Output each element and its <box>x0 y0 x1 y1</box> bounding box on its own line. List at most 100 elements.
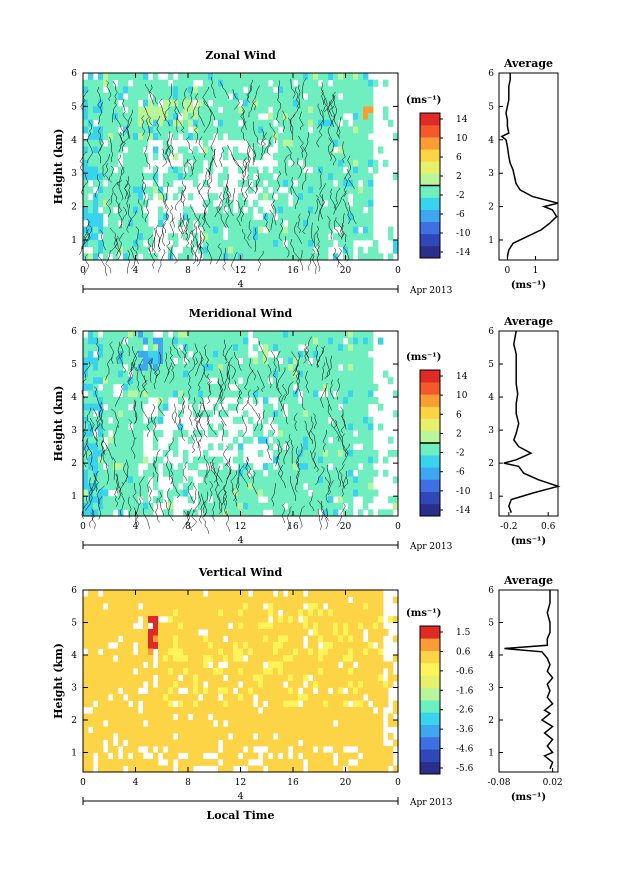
y-tick-label: 6 <box>71 69 77 79</box>
y-tick-label: 1 <box>71 749 77 759</box>
colorbar-swatch <box>420 245 440 259</box>
average-panel: Average 1 2 3 4 5 6 -0.08 0.02 (ms⁻¹) <box>487 574 562 803</box>
y-tick-label: 5 <box>488 619 494 629</box>
x-tick-label: -0.2 <box>500 522 517 532</box>
colorbar-swatch <box>420 724 440 738</box>
colorbar-swatch <box>420 394 440 407</box>
date-label: Apr 2013 <box>409 286 453 296</box>
heatmap <box>83 331 399 517</box>
colorbar-swatch <box>420 491 440 505</box>
colorbar-tick-label: 10 <box>456 134 468 144</box>
x-tick-label: 20 <box>340 266 352 276</box>
average-title: Average <box>503 315 553 328</box>
colorbar-tick-label: 10 <box>456 391 468 401</box>
colorbar-swatch <box>420 149 440 162</box>
x-axis-label: Local Time <box>207 809 275 822</box>
colorbar-tick-label: -6 <box>456 468 465 478</box>
date-label: Apr 2013 <box>409 798 453 808</box>
y-tick-label: 3 <box>71 426 77 436</box>
x-tick-label: 0 <box>505 266 511 276</box>
date-mark: 4 <box>238 280 244 290</box>
heatmap <box>83 590 399 773</box>
y-tick-label: 6 <box>71 586 77 596</box>
y-tick-label: 3 <box>71 169 77 179</box>
colorbar-unit: (ms⁻¹) <box>406 608 441 619</box>
x-tick-label: 0.02 <box>543 778 563 788</box>
colorbar-swatch <box>420 382 440 395</box>
colorbar-swatch <box>420 443 440 456</box>
colorbar-tick-label: -0.6 <box>456 667 474 677</box>
colorbar-swatch <box>420 209 440 223</box>
colorbar-swatch <box>420 221 440 235</box>
x-tick-label: 8 <box>185 778 191 788</box>
average-frame <box>498 72 559 261</box>
colorbar-swatch <box>420 161 440 174</box>
average-unit: (ms⁻¹) <box>511 536 546 547</box>
x-tick-label: 20 <box>340 522 352 532</box>
y-axis-label: Height (km) <box>52 386 65 462</box>
colorbar-tick-label: -4.6 <box>456 745 474 755</box>
colorbar-tick-label: 1.5 <box>456 628 471 638</box>
colorbar-tick-label: 0.6 <box>456 647 471 657</box>
y-tick-label: 4 <box>71 393 77 403</box>
colorbar-swatch <box>420 467 440 480</box>
colorbar-swatch <box>420 185 440 198</box>
y-tick-label: 5 <box>488 360 494 370</box>
date-mark: 4 <box>238 792 244 802</box>
y-axis-label: Height (km) <box>52 643 65 719</box>
y-tick-label: 2 <box>71 459 77 469</box>
y-tick-label: 5 <box>488 102 494 112</box>
colorbar-swatch <box>420 455 440 468</box>
x-tick-label: 1 <box>533 266 539 276</box>
y-tick-label: 6 <box>488 327 494 337</box>
colorbar-swatch <box>420 650 440 664</box>
colorbar-tick-label: 6 <box>456 153 462 163</box>
average-unit: (ms⁻¹) <box>511 280 546 291</box>
x-tick-label: 8 <box>185 522 191 532</box>
x-tick-label: -0.08 <box>487 778 510 788</box>
y-tick-label: 2 <box>488 716 494 726</box>
x-tick-label: 16 <box>287 266 299 276</box>
x-tick-label: 0 <box>80 266 86 276</box>
colorbar-swatch <box>420 113 440 126</box>
colorbar-tick-label: -5.6 <box>456 764 474 774</box>
colorbar-swatch <box>420 233 440 247</box>
colorbar-tick-label: -2.6 <box>456 706 474 716</box>
y-tick-label: 4 <box>71 651 77 661</box>
y-axis-label: Height (km) <box>52 129 65 205</box>
average-panel: Average 1 2 3 4 5 6 -0.2 0.6 (ms⁻¹) <box>488 315 561 547</box>
colorbar-swatch <box>420 638 440 651</box>
colorbar-unit: (ms⁻¹) <box>406 352 441 363</box>
y-tick-label: 2 <box>488 203 494 213</box>
y-tick-label: 4 <box>488 393 494 403</box>
average-title: Average <box>503 574 553 587</box>
colorbar-swatch <box>420 197 440 210</box>
colorbar-tick-label: 6 <box>456 410 462 420</box>
x-tick-label: 16 <box>287 522 299 532</box>
y-tick-label: 3 <box>488 426 494 436</box>
y-tick-label: 4 <box>488 136 494 146</box>
colorbar-unit: (ms⁻¹) <box>406 95 441 106</box>
y-tick-label: 1 <box>488 236 494 246</box>
colorbar-swatch <box>420 430 440 444</box>
x-tick-label: 12 <box>235 522 246 532</box>
y-tick-label: 3 <box>488 169 494 179</box>
colorbar: (ms⁻¹) 14 10 6 2 -2 -6 -10 -14 <box>406 95 471 259</box>
x-tick-label: 0 <box>80 778 86 788</box>
y-tick-label: 3 <box>488 684 494 694</box>
colorbar-swatch <box>420 700 440 713</box>
colorbar-swatch <box>420 418 440 432</box>
colorbar-swatch <box>420 737 440 750</box>
average-profile-line <box>503 330 561 513</box>
y-tick-label: 2 <box>488 459 494 469</box>
colorbar-swatch <box>420 406 440 419</box>
colorbar-tick-label: -2 <box>456 449 465 459</box>
colorbar-swatch <box>420 370 440 383</box>
colorbar-frame <box>419 625 441 775</box>
contour-lines <box>81 336 350 534</box>
colorbar-tick-label: -10 <box>456 229 471 239</box>
colorbar-swatch <box>420 761 440 775</box>
average-frame <box>498 589 559 773</box>
y-tick-label: 2 <box>71 716 77 726</box>
